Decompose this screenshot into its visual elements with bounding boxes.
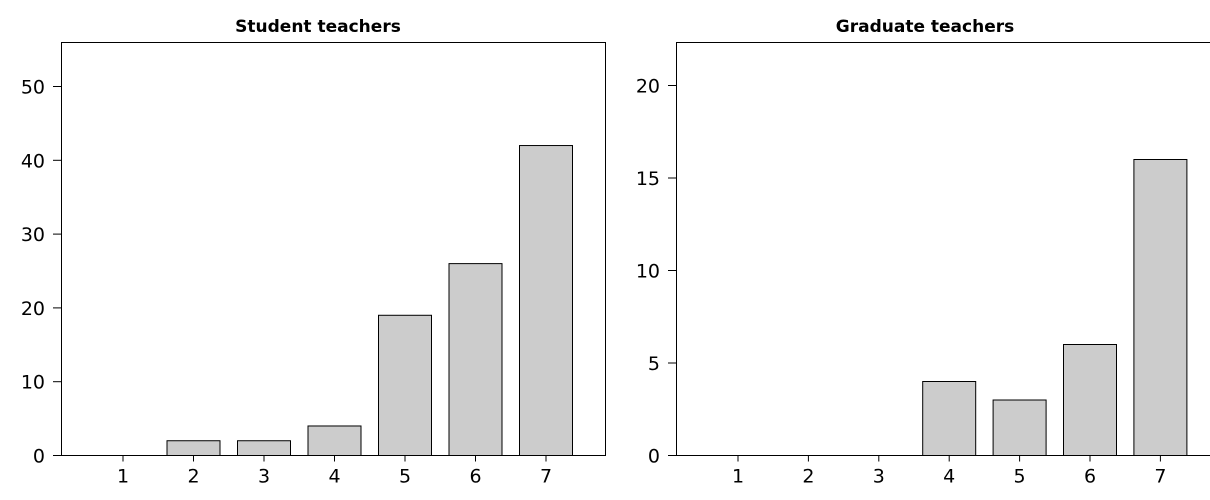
bar bbox=[378, 314, 432, 456]
x-tick-label: 7 bbox=[540, 466, 552, 488]
x-tick-label: 6 bbox=[1084, 466, 1096, 488]
y-tick-label: 30 bbox=[21, 224, 45, 246]
x-tick-label: 2 bbox=[187, 466, 199, 488]
x-tick-label: 5 bbox=[1014, 466, 1026, 488]
bar bbox=[1063, 344, 1117, 456]
x-tick-label: 3 bbox=[873, 466, 885, 488]
y-axis: 0 5 10 15 20 bbox=[636, 76, 677, 468]
bar bbox=[237, 440, 291, 456]
x-tick-label: 4 bbox=[328, 466, 340, 488]
y-tick-label: 5 bbox=[648, 353, 660, 375]
y-tick-label: 0 bbox=[648, 446, 660, 468]
bars bbox=[922, 159, 1188, 456]
bar bbox=[519, 145, 573, 456]
bar bbox=[448, 263, 503, 456]
graduate-teachers-panel: Graduate teachers 0 5 10 15 20 1 2 3 4 5 6 7 bbox=[636, 17, 1210, 488]
y-tick-label: 10 bbox=[636, 261, 660, 283]
x-tick-label: 3 bbox=[258, 466, 270, 488]
y-axis: 0 10 20 30 40 50 bbox=[21, 77, 62, 468]
bar bbox=[992, 399, 1047, 456]
y-tick-label: 20 bbox=[636, 76, 660, 98]
y-tick-label: 20 bbox=[21, 298, 45, 320]
chart-title: Student teachers bbox=[235, 17, 401, 37]
y-tick-label: 10 bbox=[21, 372, 45, 394]
y-tick-label: 0 bbox=[33, 446, 45, 468]
bar bbox=[1133, 159, 1188, 456]
x-tick-label: 5 bbox=[399, 466, 411, 488]
x-tick-label: 2 bbox=[802, 466, 814, 488]
x-tick-label: 7 bbox=[1154, 466, 1166, 488]
bars bbox=[166, 145, 573, 457]
y-tick-label: 40 bbox=[21, 150, 45, 172]
bar bbox=[166, 440, 221, 456]
bar bbox=[307, 425, 362, 457]
x-tick-label: 6 bbox=[469, 466, 481, 488]
chart-title: Graduate teachers bbox=[836, 17, 1014, 37]
x-tick-label: 1 bbox=[732, 466, 744, 488]
x-axis: 1 2 3 4 5 6 7 bbox=[117, 455, 552, 488]
x-axis: 1 2 3 4 5 6 7 bbox=[732, 455, 1166, 488]
x-tick-label: 1 bbox=[117, 466, 129, 488]
y-tick-label: 15 bbox=[636, 168, 660, 190]
student-teachers-panel: Student teachers 0 10 20 30 40 50 1 2 3 4 5 6 7 bbox=[21, 17, 606, 488]
y-tick-label: 50 bbox=[21, 77, 45, 99]
x-tick-label: 4 bbox=[943, 466, 955, 488]
bar bbox=[922, 381, 977, 456]
